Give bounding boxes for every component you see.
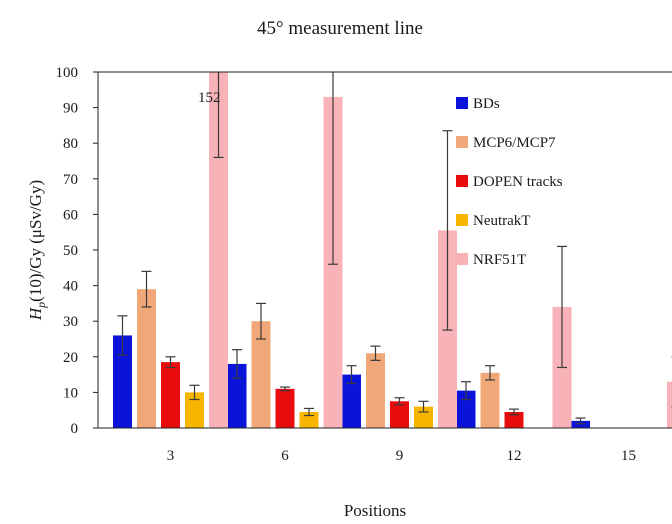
legend-swatch-neutrakt: [456, 214, 468, 226]
y-tick-label-20: 20: [63, 350, 78, 366]
bar-bds-3: [113, 335, 132, 428]
legend-swatch-bds: [456, 97, 468, 109]
y-tick-label-50: 50: [63, 243, 78, 259]
bar-mcp6-mcp7-12: [480, 372, 500, 428]
legend-label-mcp6-mcp7: MCP6/MCP7: [473, 135, 556, 151]
y-axis-title-main: H: [26, 306, 45, 321]
y-axis-title-sub: p: [34, 302, 48, 309]
y-tick-label-0: 0: [71, 421, 79, 437]
y-axis-title-rest: (10)/Gy (μSv/Gy): [26, 180, 45, 302]
y-tick-label-60: 60: [63, 207, 78, 223]
y-tick-label-40: 40: [63, 279, 78, 295]
legend-swatch-dopen-tracks: [456, 175, 468, 187]
annotation-152: 152: [198, 90, 221, 106]
y-tick-label-10: 10: [63, 385, 78, 401]
bar-neutrakt-3: [185, 392, 204, 428]
legend-label-dopen-tracks: DOPEN tracks: [473, 174, 563, 190]
legend-label-bds: BDs: [473, 96, 500, 112]
legend-label-nrf51t: NRF51T: [473, 252, 526, 268]
y-tick-label-90: 90: [63, 101, 78, 117]
bars-group: [113, 72, 672, 428]
bar-bds-9: [342, 374, 361, 428]
y-tick-label-30: 30: [63, 314, 78, 330]
x-axis-title: Positions: [344, 501, 406, 520]
legend: BDs MCP6/MCP7 DOPEN tracks NeutrakT NRF51T: [456, 96, 563, 268]
chart-title: 45° measurement line: [257, 18, 423, 39]
bar-nrf51t-3: [209, 72, 228, 428]
y-tick-label-80: 80: [63, 136, 78, 152]
bar-nrf51t-15: [667, 381, 672, 428]
bar-dopen-tracks-12: [504, 411, 524, 428]
bar-mcp6-mcp7-6: [251, 321, 271, 428]
legend-label-neutrakt: NeutrakT: [473, 213, 530, 229]
axes: 0 10 20 30 40 50 60 70 80 90 100 3 6 9 12 15: [56, 65, 672, 464]
x-tick-label-9: 9: [396, 448, 404, 464]
x-tick-label-15: 15: [621, 448, 636, 464]
x-tick-label-12: 12: [507, 448, 522, 464]
plot-area: 152: [113, 72, 672, 428]
bar-dopen-tracks-3: [161, 362, 180, 428]
x-tick-label-6: 6: [281, 448, 289, 464]
bar-bds-15: [571, 420, 590, 428]
y-tick-label-70: 70: [63, 172, 78, 188]
bar-bds-6: [227, 363, 247, 428]
y-tick-label-100: 100: [56, 65, 79, 81]
legend-swatch-nrf51t: [456, 253, 468, 265]
legend-swatch-mcp6-mcp7: [456, 136, 468, 148]
bar-dopen-tracks-9: [390, 401, 409, 428]
bar-mcp6-mcp7-3: [137, 289, 156, 428]
bar-dopen-tracks-6: [275, 388, 295, 428]
bar-mcp6-mcp7-9: [366, 353, 385, 428]
x-tick-label-3: 3: [167, 448, 175, 464]
y-axis-title: Hp(10)/Gy (μSv/Gy): [26, 180, 48, 321]
